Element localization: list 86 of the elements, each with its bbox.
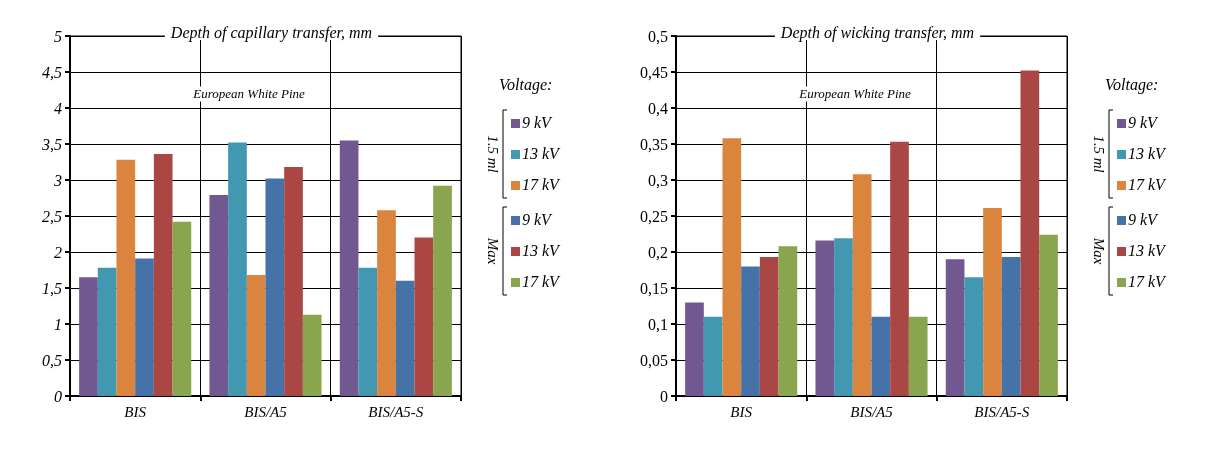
text: Max [1091,236,1107,265]
legend-label: 9 kV [522,113,554,131]
bar [209,195,229,396]
x-tick-label: BIS [730,403,753,420]
bar [964,277,984,396]
bar [358,267,378,396]
y-tick-label: 5 [54,27,62,45]
x-tick-label: BIS/A5-S [974,403,1030,420]
legend-label: 13 kV [522,241,562,259]
bar [871,316,891,396]
bar [265,178,285,396]
bar [815,240,835,396]
legend-label: 9 kV [522,210,554,228]
chart-title: Depth of wicking transfer, mm [779,23,975,42]
bar [741,266,760,396]
legend-title: Voltage: [1105,75,1159,94]
y-tick-label: 0,2 [648,243,668,261]
y-tick-label: 1 [54,315,62,333]
legend-label: 13 kV [1128,144,1168,162]
annotation: European White Pine [192,86,305,102]
bar [759,257,779,396]
legend-title: Voltage: [499,75,553,94]
bar [228,142,247,396]
y-tick-label: 0,5 [42,351,62,369]
bar [1020,70,1040,396]
bar [433,185,452,396]
bar [1001,257,1021,396]
annotation: European White Pine [798,86,911,102]
legend-label: 17 kV [1128,272,1168,290]
x-tick-label: BIS/A5 [244,403,288,420]
y-tick-label: 0,1 [648,315,668,333]
legend-label: 13 kV [1128,241,1168,259]
legend-label: 17 kV [1128,175,1168,193]
legend-label: 17 kV [522,272,562,290]
bar [685,302,704,396]
bar [284,167,303,396]
bar [1039,234,1058,396]
y-tick-label: 2 [54,243,62,261]
y-tick-label: 3,5 [41,135,62,153]
text: 1.5 ml [1091,135,1107,173]
y-tick-label: 0,5 [648,27,668,45]
bar [395,280,415,396]
x-tick-label: BIS/A5 [850,403,894,420]
bar [377,210,396,396]
bar [172,221,192,396]
legend-label: 13 kV [522,144,562,162]
legend-label: 17 kV [522,175,562,193]
bar [722,138,742,396]
bar [945,259,965,396]
bar [852,174,872,396]
chart-title: Depth of capillary transfer, mm [169,23,373,42]
legend-label: 9 kV [1128,210,1160,228]
bar [414,237,434,396]
bar [983,208,1002,396]
y-tick-label: 4 [54,99,62,117]
text: Max [485,236,501,265]
bar [79,277,98,396]
y-tick-label: 4,5 [42,63,62,81]
y-tick-label: 0,35 [640,135,668,153]
y-tick-label: 0,45 [640,63,668,81]
bar [153,154,173,396]
y-tick-label: 2,5 [42,207,62,225]
x-tick-label: BIS/A5-S [368,403,424,420]
y-tick-label: 0,05 [640,351,668,369]
bar [135,258,154,396]
bar [116,159,136,396]
text: 1.5 ml [485,135,501,173]
x-tick-label: BIS [124,403,147,420]
y-tick-label: 0,15 [640,279,668,297]
bar [908,316,928,396]
y-tick-label: 1,5 [42,279,62,297]
bar [890,141,909,396]
legend-label: 9 kV [1128,113,1160,131]
y-tick-label: 0 [660,387,668,405]
y-tick-label: 0,4 [648,99,668,117]
bar [302,314,322,396]
y-tick-label: 3 [53,171,62,189]
y-tick-label: 0,25 [640,207,668,225]
y-tick-label: 0,3 [648,171,668,189]
bar [246,275,266,396]
y-tick-label: 0 [54,387,62,405]
bar [778,246,798,396]
bar [703,316,723,396]
bar [339,140,359,396]
bar [97,267,117,396]
bar [834,238,853,396]
